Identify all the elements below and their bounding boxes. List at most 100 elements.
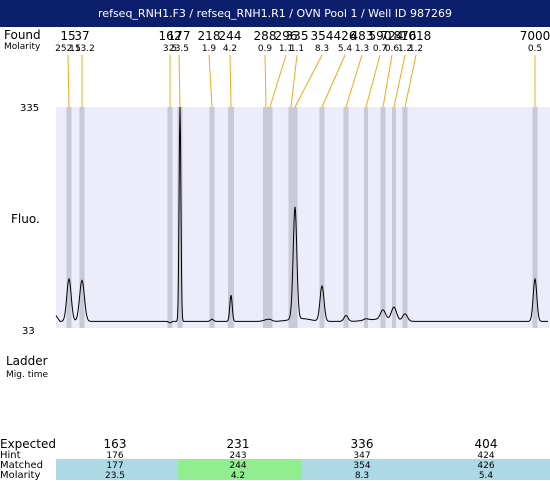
mig-time-label: Mig. time <box>6 370 49 380</box>
peak-connector <box>393 54 406 108</box>
matched-label: Matched <box>0 460 44 471</box>
found-size-label: 162 <box>159 29 182 43</box>
found-size-label: 296 <box>275 29 298 43</box>
title-bar: refseq_RNH1.F3 / refseq_RNH1.R1 / OVN Po… <box>0 0 550 27</box>
peak-connector <box>294 54 323 108</box>
peak-band <box>209 107 215 328</box>
molarity-value-label: 1.9 <box>202 44 217 54</box>
molarity-row-label: Molarity <box>0 470 41 481</box>
hint-label: Hint <box>0 450 21 461</box>
found-size-label: 288 <box>254 29 277 43</box>
hint-value: 347 <box>353 451 370 461</box>
molarity-value-label: 113.2 <box>69 44 95 54</box>
found-size-label: 426 <box>334 29 357 43</box>
found-label: Found <box>4 28 41 42</box>
peak-connector <box>365 54 381 108</box>
peak-band <box>167 107 173 328</box>
molarity-row-value: 23.5 <box>105 471 125 480</box>
expected-value: 404 <box>475 437 498 451</box>
y-tick-label: 33 <box>22 326 35 337</box>
matched-cell <box>56 459 178 480</box>
plot-area <box>56 107 550 328</box>
molarity-value-label: 1.1 <box>279 44 293 54</box>
peak-band <box>263 107 269 328</box>
molarity-value-label: 1.2 <box>398 44 412 54</box>
molarity-value-label: 5.4 <box>338 44 353 54</box>
molarity-value-label: 1.1 <box>290 44 304 54</box>
found-size-label: 876 <box>394 29 417 43</box>
hint-value: 176 <box>106 451 123 461</box>
peak-band <box>228 107 234 328</box>
molarity-value-label: 8.3 <box>315 44 329 54</box>
found-size-label: 177 <box>168 29 191 43</box>
peak-connector <box>345 54 363 108</box>
peak-band <box>292 107 298 328</box>
found-size-label: 724 <box>381 29 404 43</box>
molarity-row-value: 8.3 <box>355 471 369 480</box>
molarity-row-value: 4.2 <box>231 471 245 480</box>
molarity-value-label: 252.5 <box>55 44 81 54</box>
fluorescence-trace <box>55 106 548 324</box>
molarity-value-label: 23.5 <box>169 44 189 54</box>
found-size-label: 218 <box>198 29 221 43</box>
matched-cell <box>302 459 426 480</box>
peak-connector <box>264 54 267 108</box>
window-title: refseq_RNH1.F3 / refseq_RNH1.R1 / OVN Po… <box>98 7 452 20</box>
electropherogram-chart: 3353315252.537113.21623.517723.52181.924… <box>20 29 550 480</box>
peak-band <box>364 107 368 328</box>
matched-value: 354 <box>353 461 370 471</box>
matched-cell <box>178 459 302 480</box>
peak-band <box>380 107 386 328</box>
peak-connector <box>321 54 346 108</box>
found-size-label: 15 <box>60 29 75 43</box>
peak-band <box>392 107 396 328</box>
found-size-label: 354 <box>311 29 334 43</box>
found-size-label: 483 <box>351 29 374 43</box>
expected-value: 336 <box>351 437 374 451</box>
peak-band <box>532 107 538 328</box>
found-size-label: 590 <box>369 29 392 43</box>
expected-value: 163 <box>104 437 127 451</box>
peak-band <box>402 107 408 328</box>
peak-connector <box>178 54 181 108</box>
molarity-value-label: 0.9 <box>258 44 273 54</box>
peak-connector <box>382 54 393 108</box>
peak-band <box>177 107 183 328</box>
molarity-value-label: 3.5 <box>163 44 177 54</box>
found-size-label: 244 <box>219 29 242 43</box>
found-size-label: 37 <box>74 29 89 43</box>
peak-connector <box>404 54 417 108</box>
molarity-value-label: 1.2 <box>409 44 423 54</box>
peak-band <box>343 107 349 328</box>
peak-band <box>79 107 85 328</box>
matched-value: 426 <box>477 461 494 471</box>
peak-band <box>288 107 294 328</box>
y-tick-label: 335 <box>20 103 39 114</box>
peak-connector <box>229 54 232 108</box>
molarity-row-value: 5.4 <box>479 471 494 480</box>
matched-value: 177 <box>106 461 123 471</box>
molarity-value-label: 0.7 <box>373 44 387 54</box>
found-size-label: 1018 <box>401 29 432 43</box>
matched-value: 244 <box>229 461 246 471</box>
molarity-value-label: 0.6 <box>385 44 400 54</box>
peak-connector <box>290 54 298 108</box>
found-size-label: 7000 <box>520 29 550 43</box>
molarity-value-label: 1.3 <box>355 44 369 54</box>
peak-connector <box>269 54 287 108</box>
molarity-value-label: 4.2 <box>223 44 237 54</box>
molarity-value-label: 0.5 <box>528 44 542 54</box>
expected-value: 231 <box>227 437 250 451</box>
hint-value: 424 <box>477 451 494 461</box>
matched-cell <box>426 459 550 480</box>
peak-connector <box>67 54 70 108</box>
peak-band <box>66 107 72 328</box>
fluo-axis-label: Fluo. <box>11 212 40 226</box>
peak-connector <box>208 54 213 108</box>
expected-label: Expected <box>0 437 56 451</box>
molarity-label: Molarity <box>4 42 41 52</box>
found-size-label: 335 <box>286 29 309 43</box>
ladder-label: Ladder <box>6 354 48 368</box>
hint-value: 243 <box>229 451 246 461</box>
peak-band <box>319 107 325 328</box>
